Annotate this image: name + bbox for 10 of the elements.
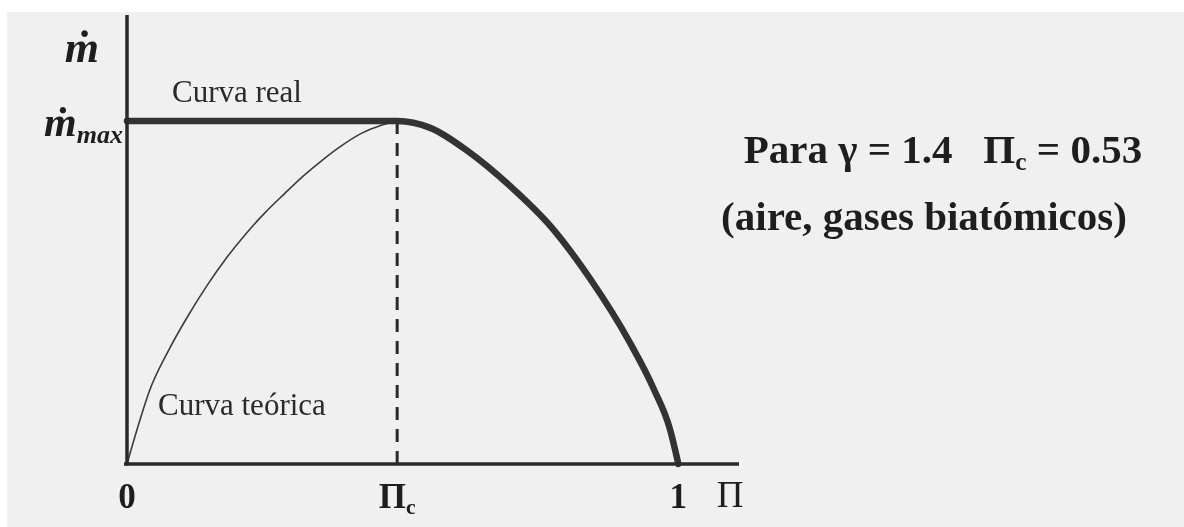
series-label: Curva teórica [158, 387, 327, 422]
series-label: Curva real [172, 74, 302, 109]
text: Para γ = 1.4 Π$_{c}$ = 0.53 [743, 126, 1143, 175]
y-axis-title: ṁ [64, 23, 99, 72]
annotation: ṁ$_{max}$ [44, 99, 123, 150]
x-axis-title: Π [716, 474, 744, 515]
x-tick-label: 0 [118, 477, 136, 516]
annotation: (aire, gases biatómicos) [721, 193, 1127, 239]
x-tick-label: Π$_{c}$ [378, 477, 416, 520]
x-tick-label: 1 [669, 477, 688, 516]
